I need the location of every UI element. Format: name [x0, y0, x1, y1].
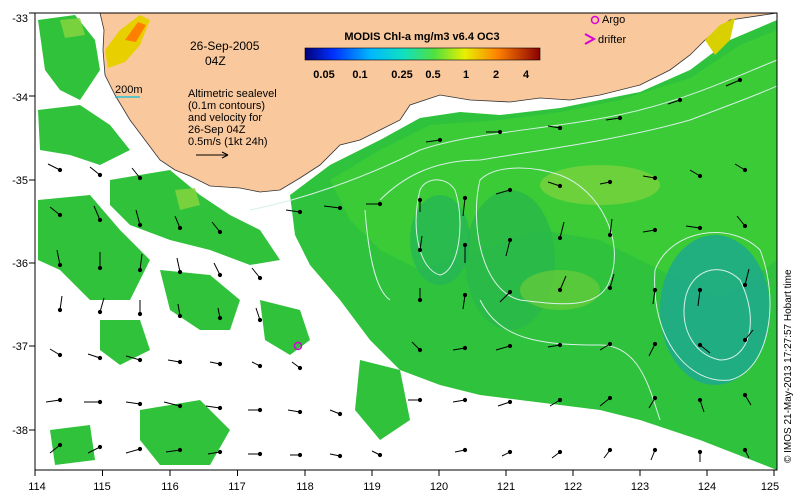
y-axis-labels: -33 -34 -35 -36 -37 -38 [12, 13, 28, 437]
land-mass [99, 13, 777, 193]
x-axis [34, 470, 775, 476]
coastal-chl-sw-2 [125, 22, 146, 42]
drifter-key-icon [584, 33, 597, 45]
coastal-chl-se [705, 18, 735, 55]
bright-patch [540, 165, 660, 205]
annotation-line: (0.1m contours) [188, 100, 265, 112]
x-tick-label: 115 [93, 481, 111, 493]
eddy-center [465, 190, 555, 330]
annotation-line: and velocity for [188, 112, 262, 124]
argo-key-label: Argo [602, 14, 625, 26]
y-tick-label: -37 [12, 341, 28, 353]
argo-key-icon [590, 15, 600, 25]
altimetry-annotation: Altimetric sealevel (0.1m contours) and … [188, 88, 277, 159]
x-tick-label: 116 [161, 481, 179, 493]
west-patches [38, 15, 410, 465]
plot-frame [34, 12, 778, 471]
chlorophyll-legend: MODIS Chl-a mg/m3 v6.4 OC3 0.05 0.1 0.25… [304, 31, 541, 81]
legend-tick: 1 [463, 69, 469, 81]
credit-text: © IMOS 21-May-2013 17:27:57 Hobart time [783, 269, 794, 463]
eddy-east [660, 235, 770, 385]
y-tick-label: -34 [12, 92, 28, 104]
x-tick-label: 123 [631, 481, 649, 493]
velocity-arrows [45, 77, 754, 462]
annotation-line: 0.5m/s (1kt 24h) [188, 136, 267, 148]
map-date: 26-Sep-2005 [190, 39, 260, 53]
y-tick-label: -33 [12, 13, 28, 25]
legend-tick: 0.1 [352, 69, 367, 81]
x-tick-label: 125 [761, 481, 779, 493]
x-axis-labels: 114 115 116 117 118 119 120 121 122 123 … [28, 481, 779, 493]
x-tick-label: 124 [698, 481, 716, 493]
marker-key: Argo drifter [584, 14, 626, 46]
y-axis [29, 12, 35, 431]
legend-tick: 2 [493, 69, 499, 81]
legend-title: MODIS Chl-a mg/m3 v6.4 OC3 [344, 31, 499, 43]
y-tick-label: -38 [12, 425, 28, 437]
x-tick-label: 120 [430, 481, 448, 493]
legend-tick: 0.25 [391, 69, 412, 81]
y-tick-label: -35 [12, 175, 28, 187]
annotation-line: 26-Sep 04Z [188, 124, 246, 136]
eddy-west [410, 195, 470, 285]
legend-tick: 0.05 [313, 69, 334, 81]
color-bar [304, 47, 541, 61]
legend-tick: 0.5 [425, 69, 440, 81]
x-tick-label: 122 [564, 481, 582, 493]
depth-contour-label: 200m [115, 84, 143, 96]
drifter-key-label: drifter [598, 34, 626, 46]
x-tick-label: 121 [497, 481, 515, 493]
velocity-scale-arrowhead [221, 151, 229, 159]
x-tick-label: 119 [363, 481, 381, 493]
annotation-line: Altimetric sealevel [188, 88, 277, 100]
legend-tick: 4 [523, 69, 530, 81]
x-tick-label: 114 [28, 481, 46, 493]
argo-float-marker[interactable] [293, 341, 303, 351]
y-tick-label: -36 [12, 258, 28, 270]
sea-level-contours [249, 59, 777, 421]
map-time: 04Z [205, 54, 226, 68]
x-tick-label: 118 [296, 481, 314, 493]
x-tick-label: 117 [228, 481, 246, 493]
